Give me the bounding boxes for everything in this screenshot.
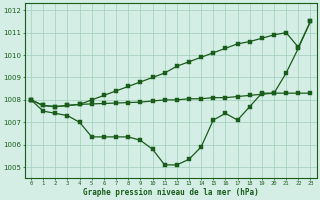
X-axis label: Graphe pression niveau de la mer (hPa): Graphe pression niveau de la mer (hPa) [83, 188, 259, 197]
